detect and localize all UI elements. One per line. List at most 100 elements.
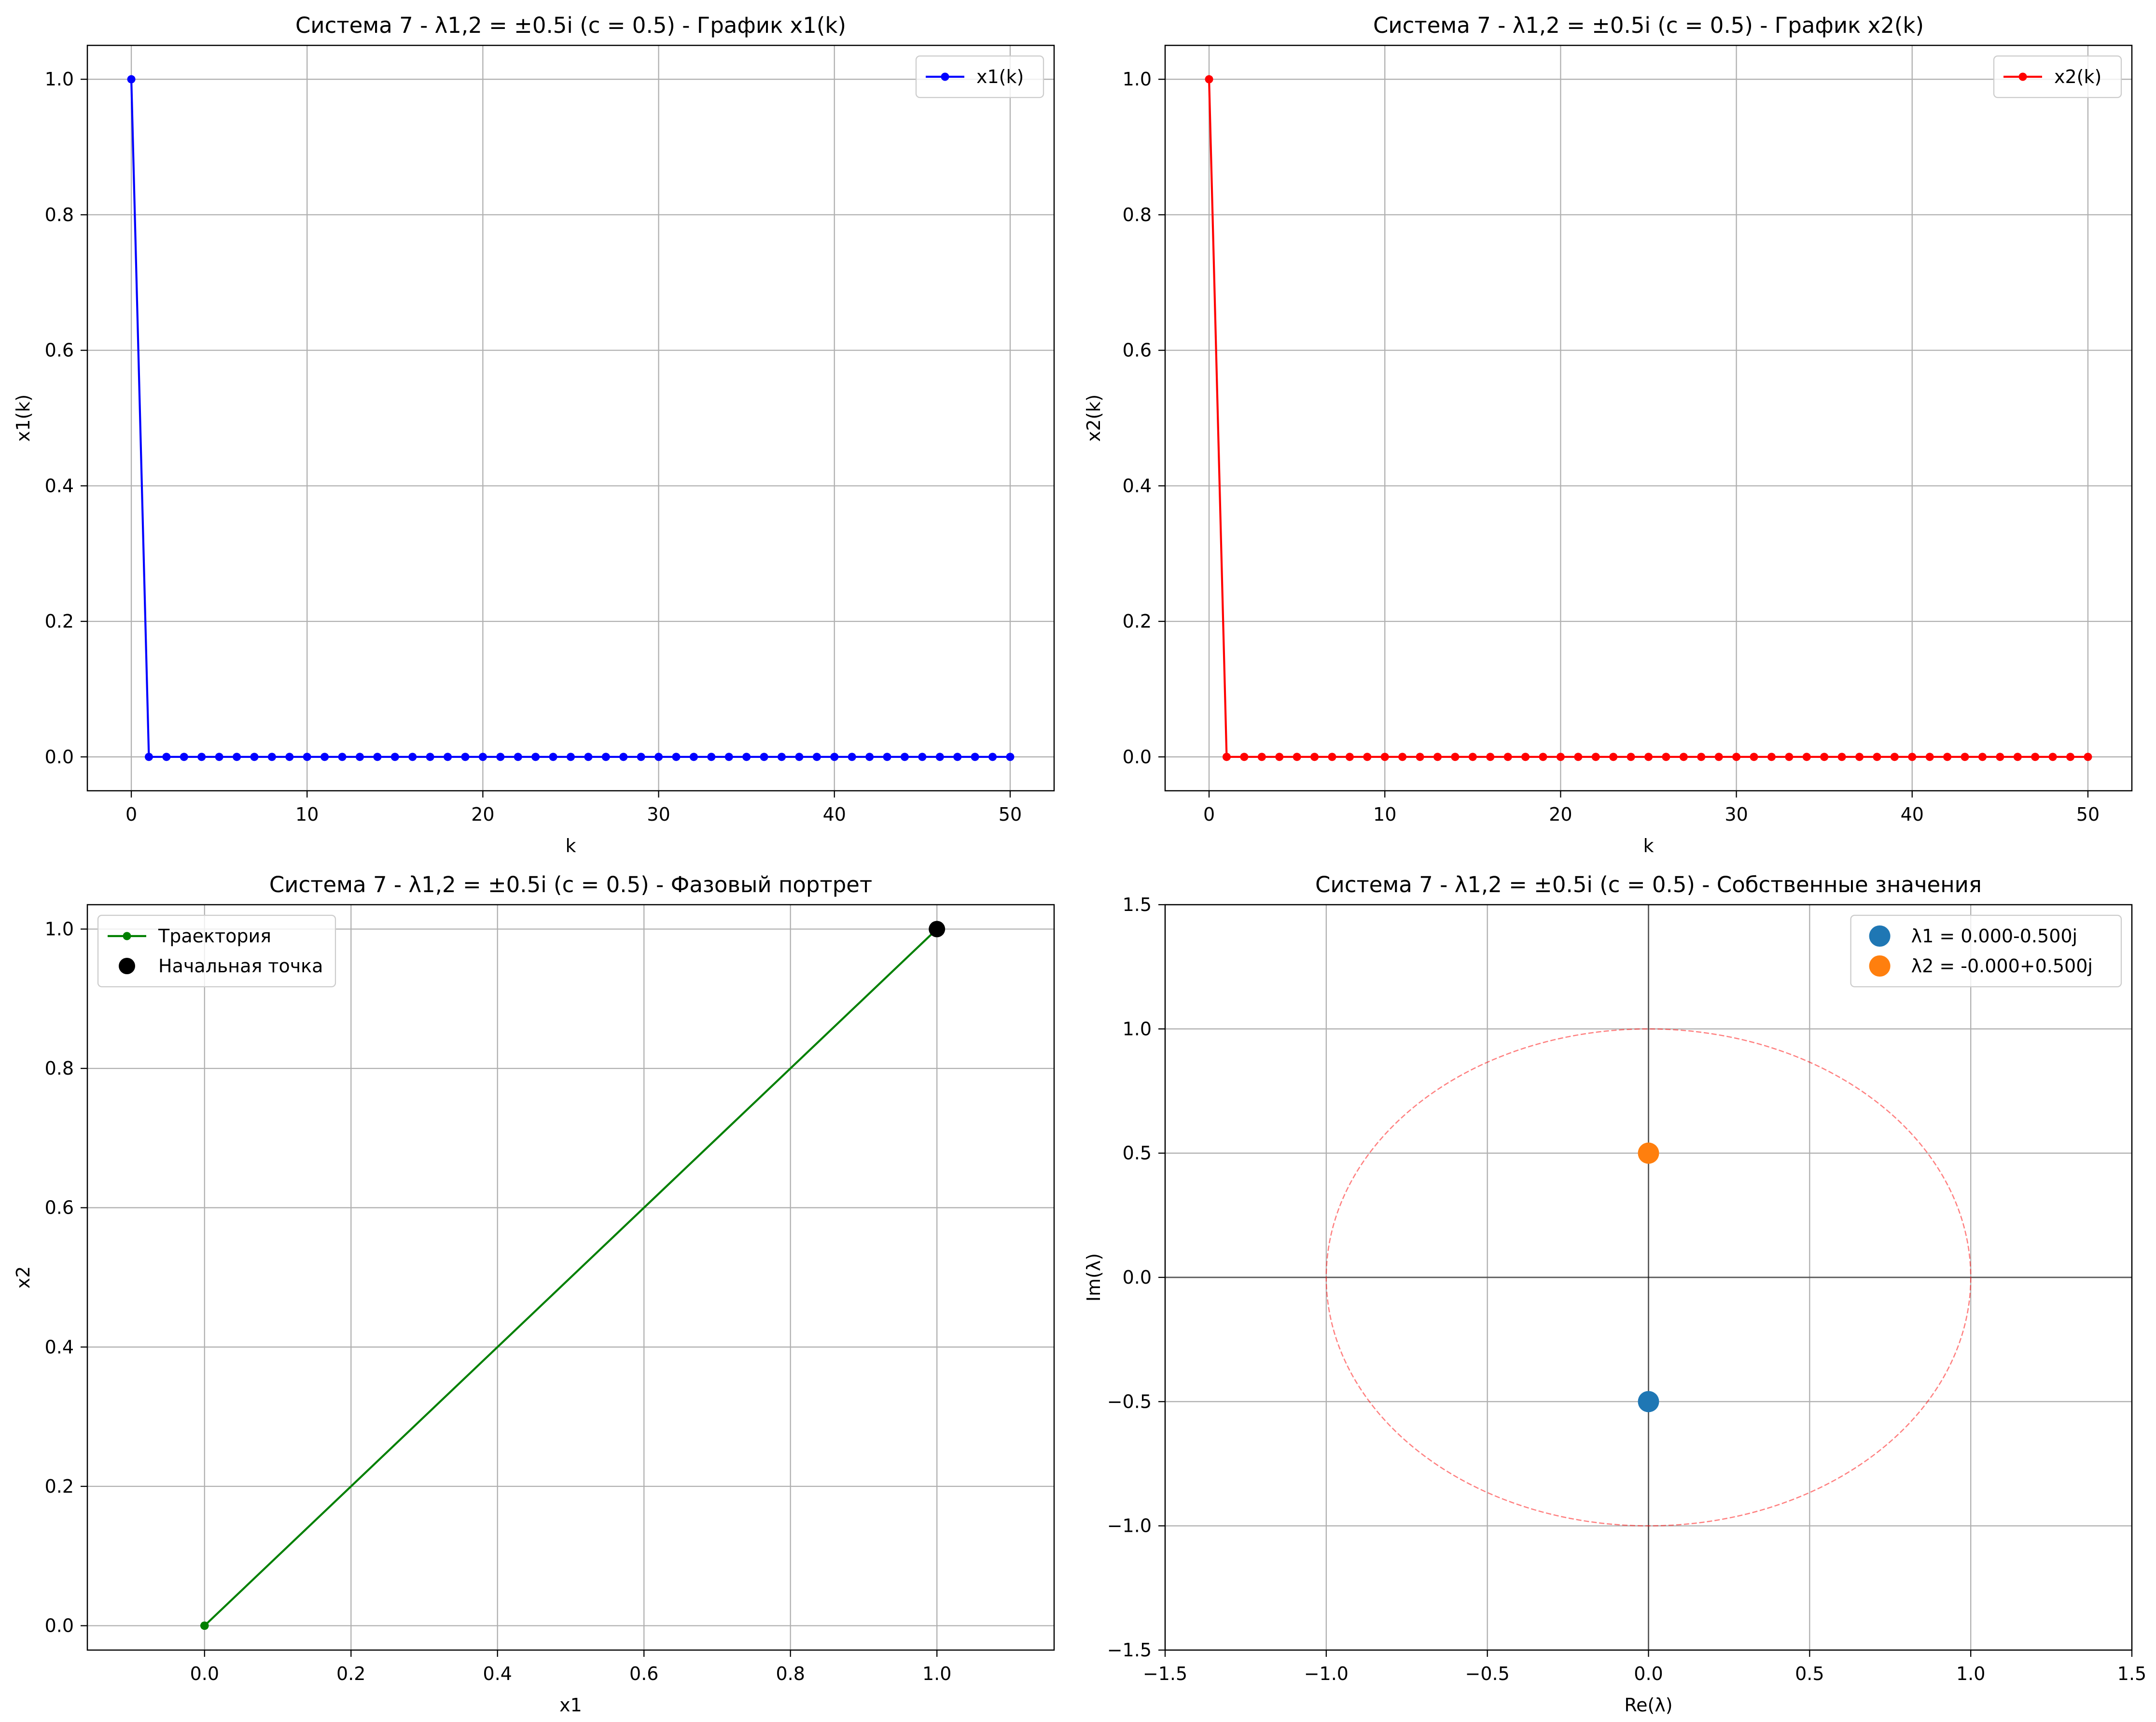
data-point	[1943, 753, 1952, 761]
y-tick-label: −1.5	[1107, 1639, 1152, 1661]
x-tick-label: 1.0	[1956, 1663, 1985, 1684]
x-axis-label: k	[565, 835, 576, 856]
data-point	[724, 753, 733, 761]
data-point	[760, 753, 768, 761]
chart-title: Система 7 - λ1,2 = ±0.5i (c = 0.5) - Соб…	[1315, 872, 1982, 897]
legend-marker	[2018, 72, 2027, 81]
plot-area	[200, 921, 946, 1630]
data-point	[390, 753, 399, 761]
data-point	[200, 1621, 209, 1630]
y-tick-label: 1.0	[1123, 1018, 1152, 1039]
data-point	[144, 753, 153, 761]
series-line-Траектория	[204, 928, 938, 1627]
plot-area	[127, 75, 1015, 761]
y-tick-label: 0.0	[45, 746, 74, 768]
legend-item: x2(k)	[2003, 66, 2101, 87]
data-point	[1785, 753, 1794, 761]
eigenvalue-point-1	[1638, 1391, 1659, 1413]
data-point	[672, 753, 681, 761]
chart-title: Система 7 - λ1,2 = ±0.5i (c = 0.5) - Гра…	[1373, 13, 1924, 38]
data-point	[2013, 753, 2022, 761]
data-point	[496, 753, 505, 761]
y-tick-label: 1.0	[1123, 69, 1152, 90]
chart-title: Система 7 - λ1,2 = ±0.5i (c = 0.5) - Гра…	[295, 13, 846, 38]
data-point	[778, 753, 786, 761]
data-point	[1820, 753, 1829, 761]
data-point	[180, 753, 188, 761]
legend-item: λ1 = 0.000-0.500j	[1869, 925, 2078, 947]
legend-marker	[941, 72, 949, 81]
y-tick-label: 0.2	[1123, 611, 1152, 632]
x-tick-label: 40	[823, 804, 846, 825]
x-tick-label: 0.0	[190, 1663, 219, 1684]
data-point	[1873, 753, 1881, 761]
data-point	[1662, 753, 1670, 761]
legend-label: Траектория	[158, 925, 271, 947]
x-tick-label: 0.5	[1795, 1663, 1824, 1684]
legend-label: λ1 = 0.000-0.500j	[1911, 925, 2078, 947]
x2-time-plot: 0 10 20 30 40 50 0.0 0.2 0.4 0.6 0.8 1.0 Система 7 -…	[1083, 13, 2133, 856]
legend-frame	[1850, 914, 2122, 988]
data-point	[320, 753, 329, 761]
data-point	[935, 753, 944, 761]
x-tick-label: 0	[1203, 804, 1215, 825]
data-point	[1205, 75, 1213, 84]
data-point	[250, 753, 259, 761]
y-axis-label: x2	[13, 1266, 34, 1289]
data-point	[478, 753, 487, 761]
data-point	[1679, 753, 1688, 761]
data-point	[830, 753, 839, 761]
data-point	[1486, 753, 1495, 761]
y-tick-label: 0.2	[45, 611, 74, 632]
x-tick-label: 40	[1901, 804, 1924, 825]
y-axis-label: x1(k)	[13, 394, 34, 442]
data-point	[918, 753, 927, 761]
x-tick-label: 0.4	[483, 1663, 512, 1684]
axes-frame	[1164, 44, 2133, 792]
data-point	[1416, 753, 1424, 761]
data-point	[549, 753, 557, 761]
x-tick-label: 30	[647, 804, 670, 825]
legend: Траектория Начальная точка	[97, 914, 336, 988]
start-point-marker	[929, 921, 946, 938]
y-tick-label: 1.0	[45, 919, 74, 940]
x-tick-label: 1.0	[922, 1663, 951, 1684]
data-point	[2084, 753, 2092, 761]
legend-frame	[915, 55, 1044, 98]
data-point	[1714, 753, 1723, 761]
data-point	[619, 753, 628, 761]
data-point	[1750, 753, 1758, 761]
data-point	[795, 753, 804, 761]
data-point	[408, 753, 417, 761]
data-point	[1257, 753, 1266, 761]
legend-frame	[1993, 55, 2122, 98]
data-point	[531, 753, 540, 761]
legend-item: Начальная точка	[119, 955, 323, 977]
data-point	[197, 753, 206, 761]
x-tick-label: 20	[471, 804, 494, 825]
data-point	[215, 753, 223, 761]
data-point	[971, 753, 979, 761]
legend-label: Начальная точка	[158, 955, 323, 977]
data-point	[1767, 753, 1776, 761]
y-axis-label: Im(λ)	[1083, 1253, 1104, 1302]
x-axis-label: k	[1643, 835, 1654, 856]
y-tick-label: 0.4	[1123, 475, 1152, 496]
data-point	[355, 753, 364, 761]
y-tick-label: 0.2	[45, 1476, 74, 1497]
legend-frame	[97, 914, 336, 988]
data-point	[584, 753, 593, 761]
x-axis-label: x1	[559, 1694, 582, 1716]
data-point	[1328, 753, 1336, 761]
y-tick-label: 0.4	[45, 475, 74, 496]
x-tick-label: 0.6	[629, 1663, 658, 1684]
data-point	[848, 753, 856, 761]
x-tick-label: −0.5	[1465, 1663, 1510, 1684]
legend-label: λ2 = -0.000+0.500j	[1911, 955, 2093, 977]
y-tick-label: −0.5	[1107, 1391, 1152, 1412]
legend-marker	[119, 958, 135, 974]
y-tick-label: 0.8	[1123, 204, 1152, 225]
x-tick-label: −1.5	[1143, 1663, 1187, 1684]
data-point	[1539, 753, 1547, 761]
data-point	[567, 753, 575, 761]
